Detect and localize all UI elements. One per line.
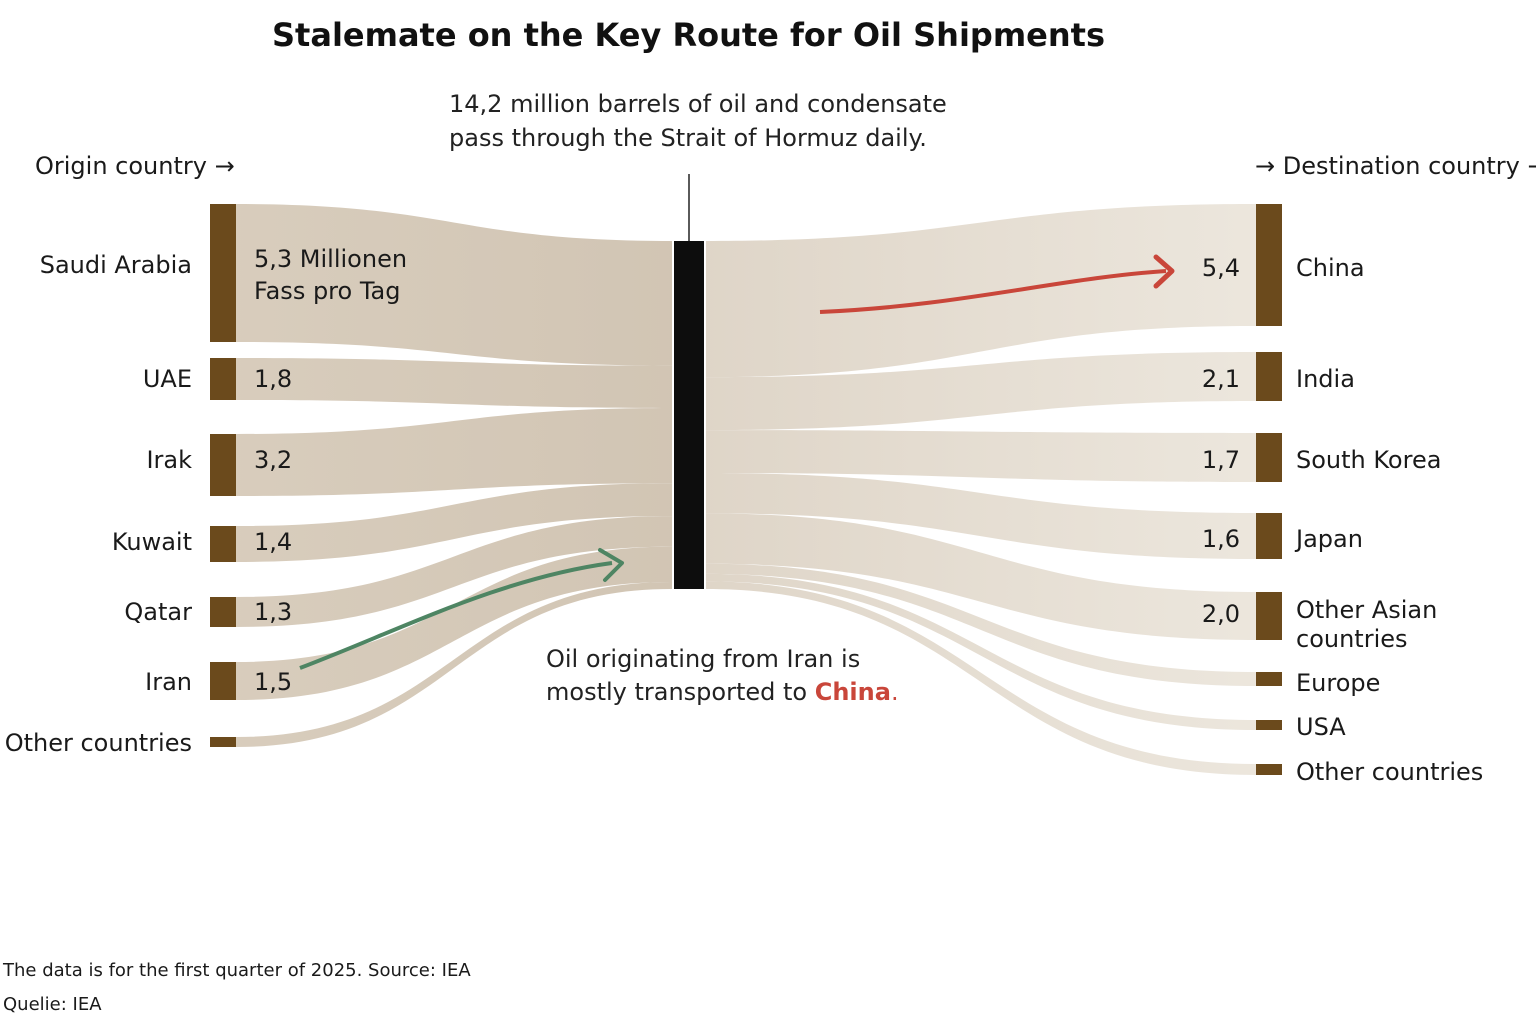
flow-in-qatar xyxy=(236,516,672,627)
origin-label-irak: Irak xyxy=(146,446,192,474)
destination-header: → Destination country → xyxy=(1255,152,1536,180)
flow-in-irak xyxy=(236,407,672,496)
destination-node-europe xyxy=(1256,672,1282,686)
origin-value-unit: Fass pro Tag xyxy=(254,277,400,305)
flow-in-saudi-arabia xyxy=(236,204,672,366)
destination-label-usa: USA xyxy=(1296,713,1346,741)
annotation-highlight: China xyxy=(815,678,891,706)
origin-label-iran: Iran xyxy=(145,668,192,696)
destination-node-other-countries xyxy=(1256,764,1282,775)
destination-value-south-korea: 1,7 xyxy=(1202,446,1240,474)
flow-in-iran xyxy=(236,546,672,700)
destination-label-other-countries: Other countries xyxy=(1296,758,1483,786)
subtitle-line-2: pass through the Strait of Hormuz daily. xyxy=(449,124,927,152)
annotation-text: mostly transported to xyxy=(546,678,815,706)
origin-node-iran xyxy=(210,662,236,700)
origin-value-uae: 1,8 xyxy=(254,365,292,393)
china-arrow-head xyxy=(1153,254,1175,289)
annotation-line-1: Oil originating from Iran is xyxy=(546,645,860,673)
strait-node xyxy=(674,241,704,589)
origin-node-kuwait xyxy=(210,526,236,562)
flows-right xyxy=(706,204,1256,775)
annotation-tail: . xyxy=(891,678,899,706)
origin-value-kuwait: 1,4 xyxy=(254,528,292,556)
flow-in-kuwait xyxy=(236,483,672,562)
subtitle-line-1: 14,2 million barrels of oil and condensa… xyxy=(449,90,947,118)
destination-label-other-asian-countries-1: Other Asian xyxy=(1296,596,1437,624)
origin-label-qatar: Qatar xyxy=(124,598,192,626)
origin-node-irak xyxy=(210,434,236,496)
origin-label-saudi-arabia: Saudi Arabia xyxy=(40,251,192,279)
flow-out-china xyxy=(706,204,1256,378)
origin-value-irak: 3,2 xyxy=(254,446,292,474)
destination-node-usa xyxy=(1256,720,1282,730)
flows-left xyxy=(236,204,672,747)
destination-node-china xyxy=(1256,204,1282,326)
flow-out-other-asian-countries xyxy=(706,513,1256,640)
flow-out-india xyxy=(706,352,1256,431)
flow-in-other-countries xyxy=(236,581,672,747)
origin-node-qatar xyxy=(210,597,236,627)
chart-title: Stalemate on the Key Route for Oil Shipm… xyxy=(272,16,1105,54)
flow-out-other-countries xyxy=(706,581,1256,775)
origin-node-uae xyxy=(210,358,236,400)
destination-node-other-asian-countries xyxy=(1256,592,1282,640)
origin-value-saudi-arabia: 5,3 Millionen xyxy=(254,245,407,273)
china-arrow xyxy=(819,269,1167,314)
flow-out-usa xyxy=(706,573,1256,730)
flow-out-south-korea xyxy=(706,430,1256,482)
destination-node-south-korea xyxy=(1256,433,1282,482)
origin-value-qatar: 1,3 xyxy=(254,598,292,626)
destination-node-japan xyxy=(1256,513,1282,559)
destination-label-europe: Europe xyxy=(1296,669,1380,697)
annotation-line-2: mostly transported to China. xyxy=(546,678,899,706)
iran-arrow xyxy=(299,561,613,670)
destination-value-china: 5,4 xyxy=(1202,254,1240,282)
destination-label-india: India xyxy=(1296,365,1355,393)
flow-out-japan xyxy=(706,473,1256,559)
destination-label-japan: Japan xyxy=(1294,525,1363,553)
flow-out-europe xyxy=(706,563,1256,686)
destination-value-other-asian-countries: 2,0 xyxy=(1202,600,1240,628)
origin-label-other-countries: Other countries xyxy=(5,729,192,757)
destination-value-india: 2,1 xyxy=(1202,365,1240,393)
origin-node-saudi-arabia xyxy=(210,204,236,342)
destination-label-china: China xyxy=(1296,254,1365,282)
iran-arrow-head xyxy=(598,548,624,582)
footnote: The data is for the first quarter of 202… xyxy=(2,960,471,981)
origin-label-uae: UAE xyxy=(143,365,192,393)
origin-label-kuwait: Kuwait xyxy=(112,528,192,556)
flow-in-uae xyxy=(236,358,672,408)
destination-label-south-korea: South Korea xyxy=(1296,446,1441,474)
origin-node-other-countries xyxy=(210,737,236,747)
destination-node-india xyxy=(1256,352,1282,401)
destination-value-japan: 1,6 xyxy=(1202,525,1240,553)
source-line: Quelie: IEA xyxy=(3,994,102,1015)
origin-value-iran: 1,5 xyxy=(254,668,292,696)
nodes xyxy=(210,204,1282,775)
origin-header: Origin country → xyxy=(35,152,235,180)
labels: Saudi Arabia 5,3 Millionen Fass pro Tag UAE… xyxy=(5,245,1484,786)
destination-label-other-asian-countries-2: countries xyxy=(1296,625,1408,653)
